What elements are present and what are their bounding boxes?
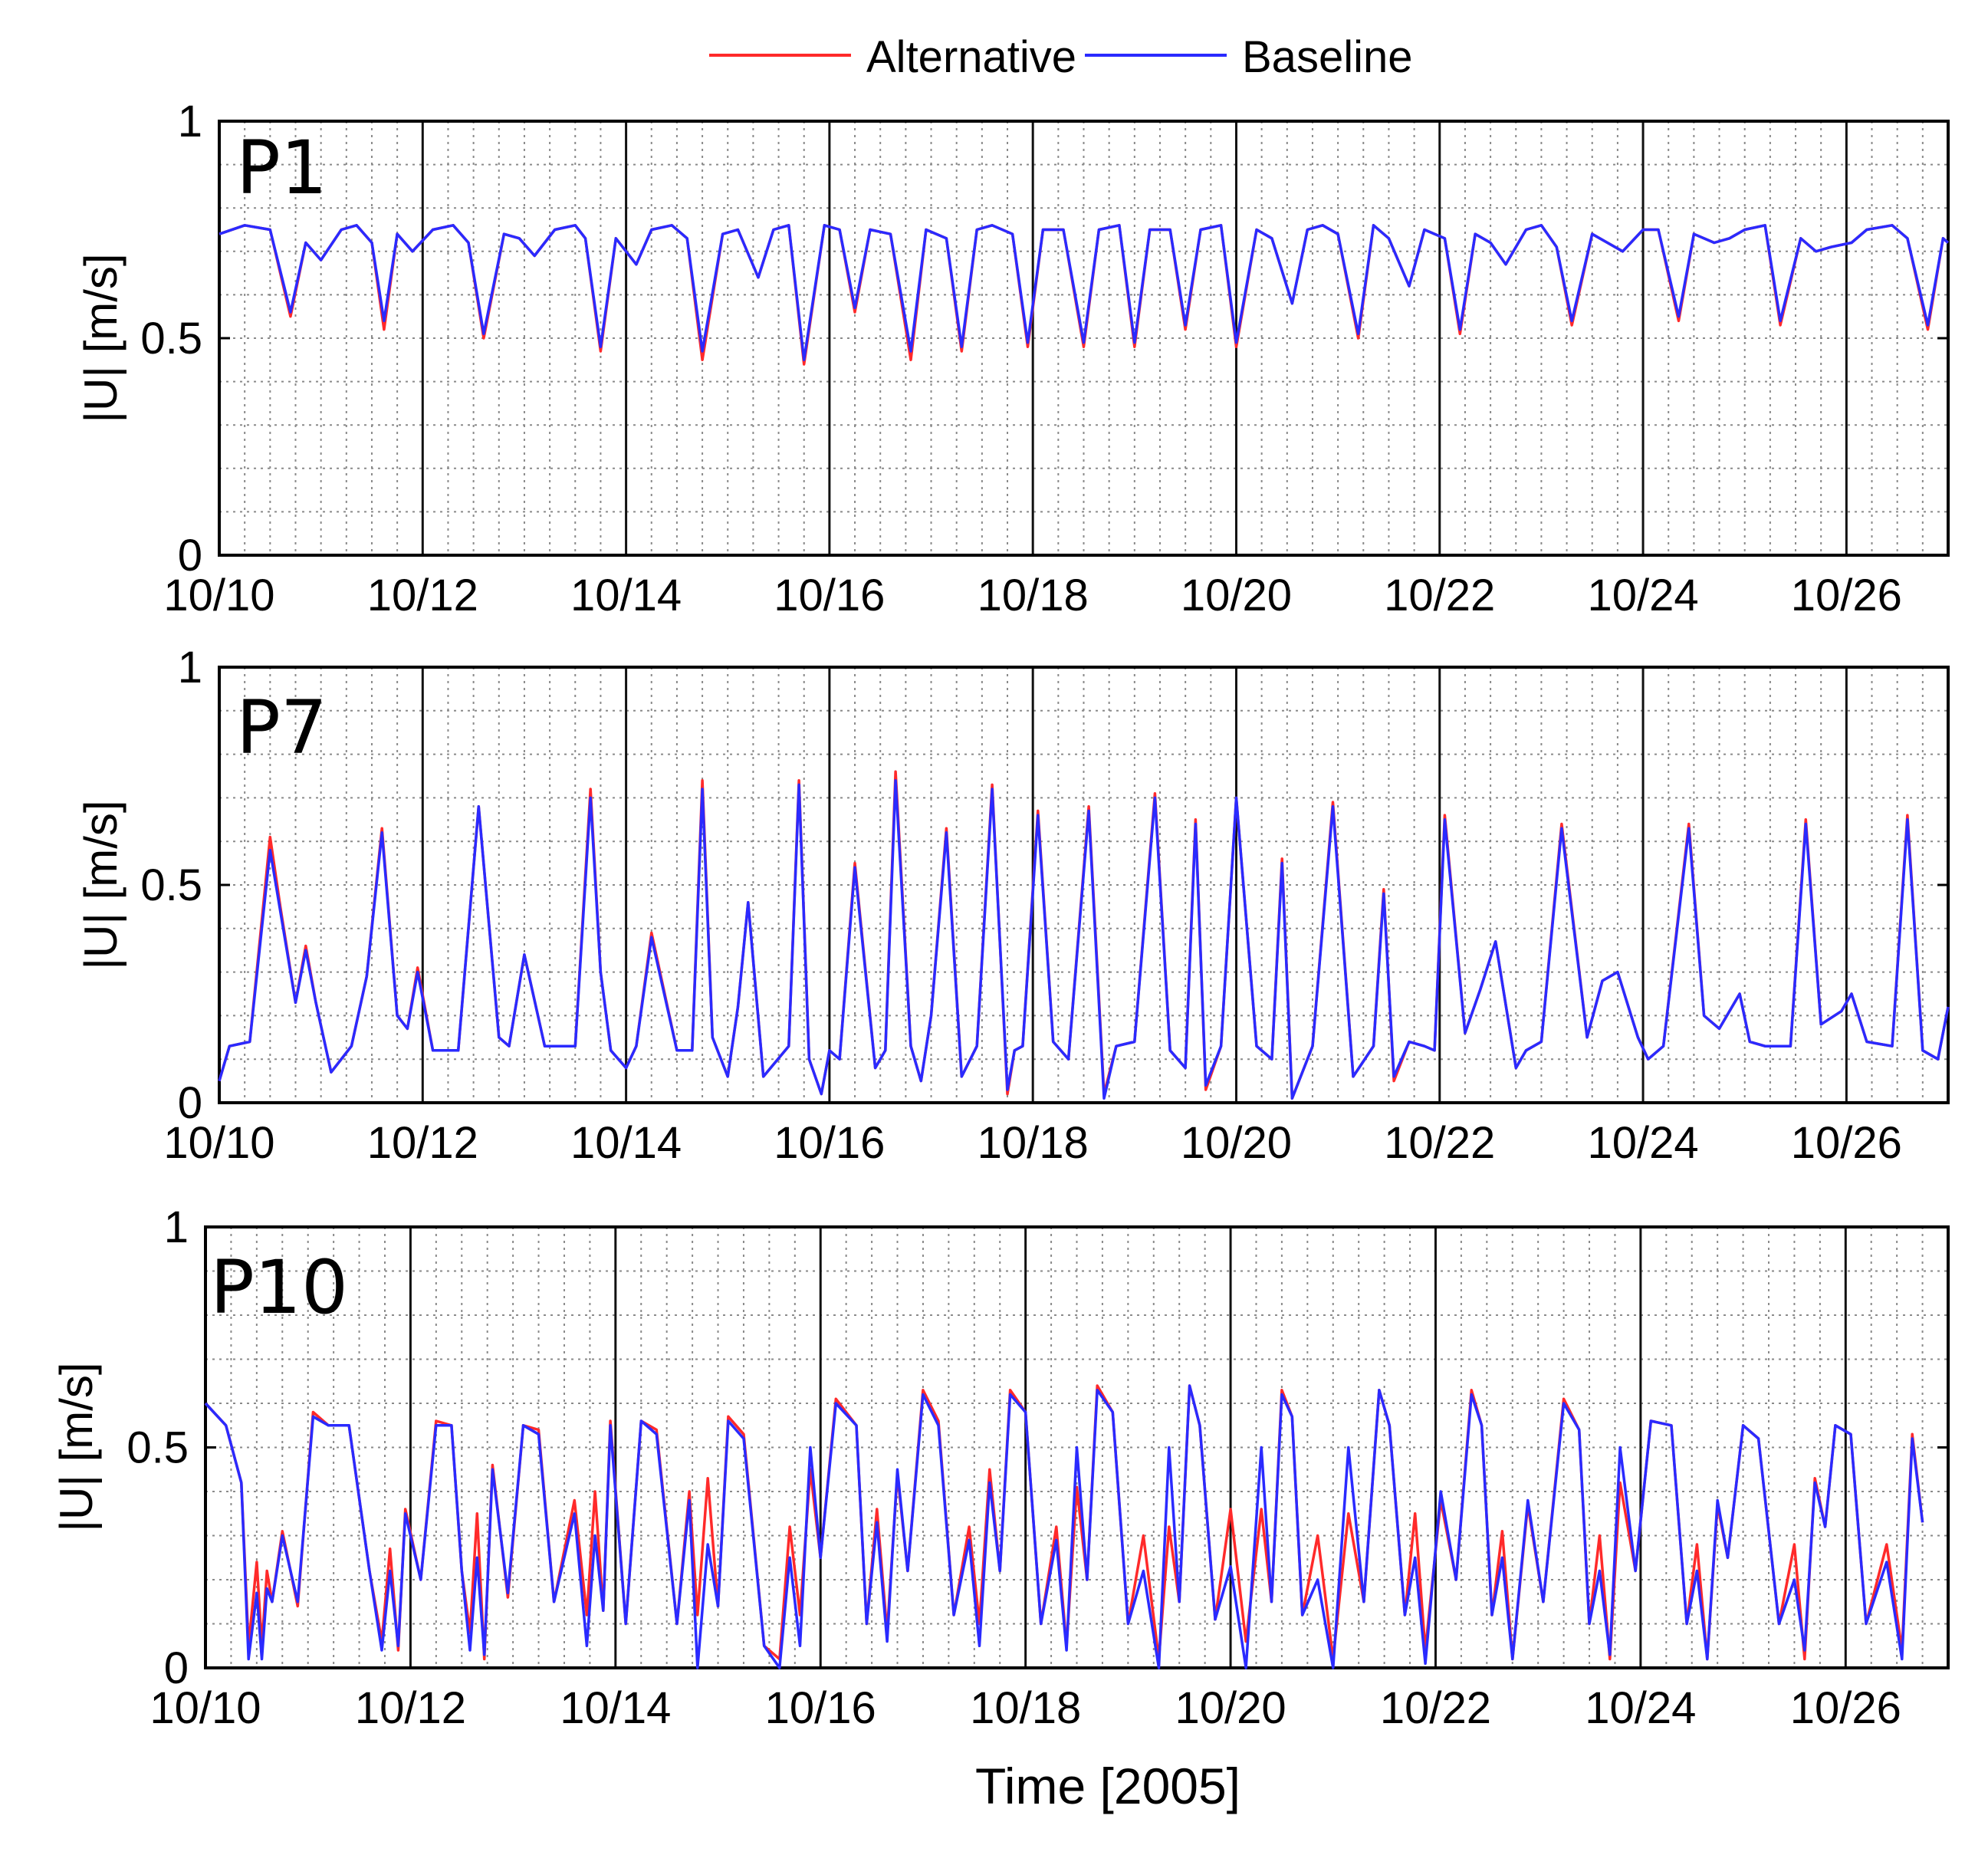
x-tick-label: 10/12 xyxy=(355,1683,466,1733)
x-tick-label: 10/14 xyxy=(570,1118,682,1168)
series-line-baseline xyxy=(219,224,1950,362)
y-axis-label: |U| [m/s] xyxy=(51,1362,102,1531)
y-tick-label: 1 xyxy=(178,643,202,692)
x-axis-label: Time [2005] xyxy=(975,1758,1240,1814)
x-tick-label: 10/10 xyxy=(163,1118,274,1168)
axis-ticks: 0 0.5 1 10/10 10/12 10/14 10/16 10/18 10/20 10/22… xyxy=(127,1202,1948,1733)
y-tick-label: 0 xyxy=(164,1643,189,1693)
panel-label: P10 xyxy=(210,1245,348,1330)
legend-label-alternative: Alternative xyxy=(866,32,1076,82)
legend: Alternative Baseline xyxy=(709,32,1412,82)
y-tick-label: 0.5 xyxy=(140,314,202,363)
x-tick-label: 10/14 xyxy=(560,1683,671,1733)
y-axis-label: |U| [m/s] xyxy=(75,253,127,423)
series-group xyxy=(204,1384,1924,1669)
x-tick-label: 10/20 xyxy=(1175,1683,1286,1733)
series-group xyxy=(219,224,1950,366)
x-tick-label: 10/16 xyxy=(774,571,885,620)
y-tick-label: 0.5 xyxy=(127,1423,189,1473)
x-tick-label: 10/18 xyxy=(978,1118,1089,1168)
panel-p1: P1 0 0.5 1 10/10 10/12 10/14 10/16 10/18 10/20 10… xyxy=(75,97,1950,620)
x-tick-label: 10/16 xyxy=(765,1683,876,1733)
x-tick-label: 10/26 xyxy=(1790,1683,1901,1733)
y-tick-label: 1 xyxy=(178,97,202,146)
x-tick-label: 10/24 xyxy=(1587,1118,1698,1168)
series-line-baseline xyxy=(218,778,1950,1100)
x-tick-label: 10/20 xyxy=(1181,1118,1292,1168)
series-line-baseline xyxy=(204,1384,1924,1669)
y-tick-label: 0.5 xyxy=(140,860,202,910)
x-tick-label: 10/24 xyxy=(1585,1683,1696,1733)
x-tick-label: 10/10 xyxy=(163,571,274,620)
y-axis-label: |U| [m/s] xyxy=(75,800,127,969)
panel-label: P1 xyxy=(236,125,327,211)
x-tick-label: 10/20 xyxy=(1181,571,1292,620)
y-tick-label: 0 xyxy=(178,1078,202,1128)
axis-ticks: 0 0.5 1 10/10 10/12 10/14 10/16 10/18 10/20 10/22… xyxy=(140,97,1948,620)
y-tick-label: 0 xyxy=(178,531,202,581)
x-tick-label: 10/16 xyxy=(774,1118,885,1168)
x-tick-label: 10/26 xyxy=(1791,1118,1902,1168)
panel-p10: P10 0 0.5 1 10/10 10/12 10/14 10/16 10/18 10/20 1… xyxy=(51,1202,1950,1733)
panel-p7: P7 0 0.5 1 10/10 10/12 10/14 10/16 10/18 10/20 10… xyxy=(75,643,1950,1168)
x-tick-label: 10/22 xyxy=(1380,1683,1491,1733)
x-tick-label: 10/26 xyxy=(1791,571,1902,620)
x-tick-label: 10/18 xyxy=(978,571,1089,620)
axis-ticks: 0 0.5 1 10/10 10/12 10/14 10/16 10/18 10/20 10/22… xyxy=(140,643,1948,1168)
x-tick-label: 10/10 xyxy=(150,1683,261,1733)
series-group xyxy=(218,770,1950,1100)
x-tick-label: 10/18 xyxy=(970,1683,1081,1733)
x-tick-label: 10/22 xyxy=(1384,1118,1495,1168)
panel-label: P7 xyxy=(236,685,327,771)
x-tick-label: 10/14 xyxy=(570,571,682,620)
y-tick-label: 1 xyxy=(164,1202,189,1252)
x-tick-label: 10/12 xyxy=(367,1118,478,1168)
x-tick-label: 10/22 xyxy=(1384,571,1495,620)
x-tick-label: 10/12 xyxy=(367,571,478,620)
x-tick-label: 10/24 xyxy=(1587,571,1698,620)
legend-label-baseline: Baseline xyxy=(1242,32,1412,82)
